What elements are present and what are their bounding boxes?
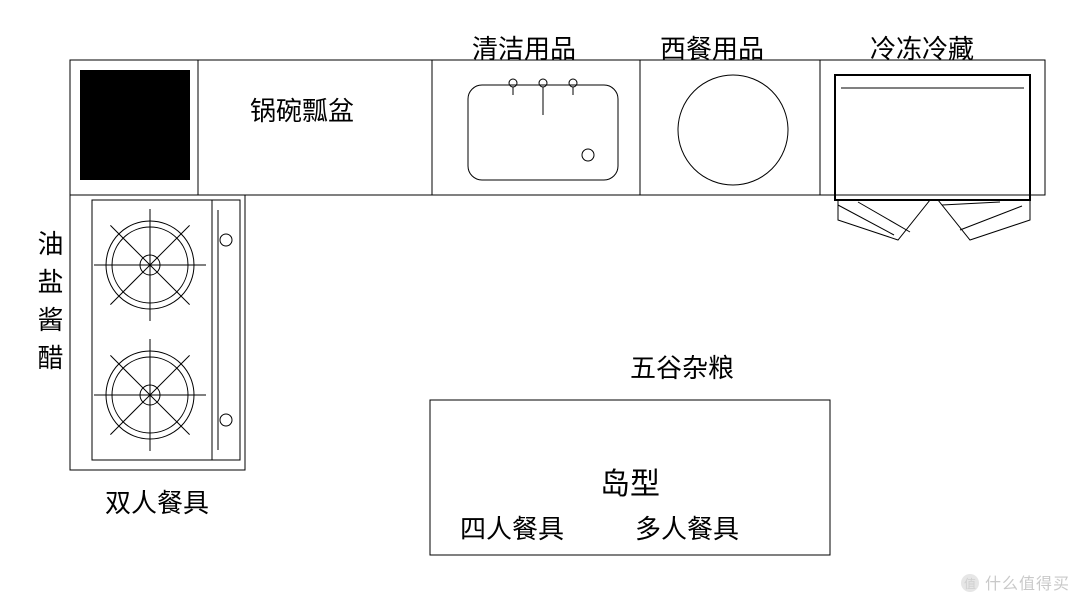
kitchen-layout-diagram: 清洁用品 西餐用品 冷冻冷藏 锅碗瓢盆 油盐酱醋 双人餐具 五谷杂粮 岛型 四人… [0, 0, 1080, 600]
label-freezer: 冷冻冷藏 [870, 36, 974, 62]
watermark-icon [961, 574, 979, 592]
label-island: 岛型 [600, 470, 660, 500]
label-oil-salt: 油盐酱醋 [36, 230, 62, 382]
label-western: 西餐用品 [660, 36, 764, 62]
label-two-set: 双人餐具 [105, 490, 209, 516]
watermark-text: 什么值得买 [985, 576, 1070, 593]
label-pots: 锅碗瓢盆 [250, 98, 354, 124]
label-multi-set: 多人餐具 [635, 516, 739, 542]
label-cleaning: 清洁用品 [472, 36, 576, 62]
label-four-set: 四人餐具 [460, 516, 564, 542]
watermark: 什么值得买 [961, 570, 1070, 594]
label-grains: 五谷杂粮 [630, 355, 734, 381]
